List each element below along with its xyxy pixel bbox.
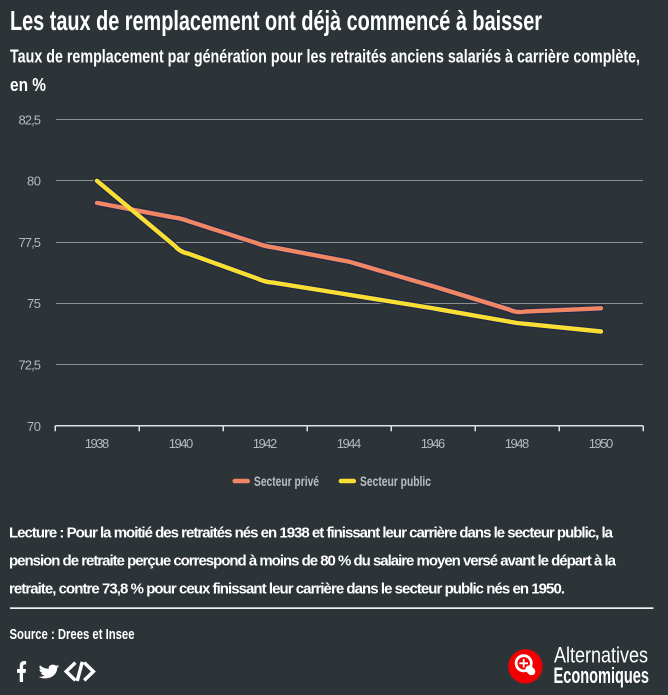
svg-text:Source : Drees et Insee: Source : Drees et Insee: [10, 626, 135, 643]
svg-text:1938: 1938: [85, 436, 110, 451]
svg-text:Taux de remplacement par génér: Taux de remplacement par génération pour…: [10, 47, 640, 67]
svg-text:en %: en %: [10, 75, 46, 95]
svg-text:70: 70: [27, 419, 41, 434]
svg-text:72,5: 72,5: [19, 358, 42, 373]
svg-text:Lecture : Pour la moitié des r: Lecture : Pour la moitié des retraités n…: [9, 525, 614, 542]
svg-text:1942: 1942: [253, 436, 278, 451]
svg-text:pension de retraite perçue cor: pension de retraite perçue correspond à …: [9, 553, 617, 570]
svg-text:Economiques: Economiques: [554, 663, 650, 688]
svg-text:82,5: 82,5: [19, 112, 42, 127]
svg-text:Les taux de remplacement ont d: Les taux de remplacement ont déjà commen…: [10, 5, 542, 36]
svg-text:1950: 1950: [589, 436, 614, 451]
svg-text:1944: 1944: [337, 436, 362, 451]
svg-text:Alternatives: Alternatives: [554, 643, 648, 668]
svg-text:80: 80: [27, 174, 41, 189]
svg-text:Secteur privé: Secteur privé: [254, 473, 319, 489]
svg-text:retraite, contre 73,8 % pour c: retraite, contre 73,8 % pour ceux finiss…: [9, 581, 565, 598]
svg-text:75: 75: [27, 296, 41, 311]
svg-text:1948: 1948: [505, 436, 530, 451]
svg-text:1940: 1940: [169, 436, 194, 451]
svg-text:77,5: 77,5: [19, 235, 42, 250]
svg-text:Secteur public: Secteur public: [360, 473, 431, 489]
svg-text:1946: 1946: [421, 436, 446, 451]
